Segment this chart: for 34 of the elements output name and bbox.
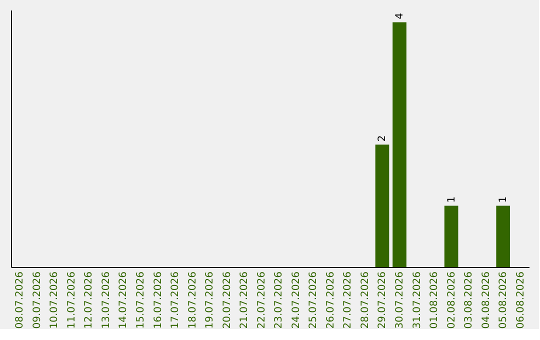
x-tick-label: 01.08.2026 xyxy=(429,272,440,329)
x-tick-label: 17.07.2026 xyxy=(170,272,182,329)
x-tick-label: 23.07.2026 xyxy=(274,272,285,329)
x-tick-label: 03.08.2026 xyxy=(464,272,475,329)
x-tick-label: 08.07.2026 xyxy=(14,272,26,329)
x-tick-label: 05.08.2026 xyxy=(498,272,510,329)
x-tick-label: 27.07.2026 xyxy=(342,272,354,329)
x-tick-label: 04.08.2026 xyxy=(480,272,492,329)
x-tick-label: 21.07.2026 xyxy=(239,272,250,329)
data-label: 1 xyxy=(498,196,510,203)
x-tick-label: 09.07.2026 xyxy=(32,272,43,329)
data-label: 1 xyxy=(446,196,458,203)
data-label: 4 xyxy=(394,12,406,20)
x-tick-label: 15.07.2026 xyxy=(136,272,146,329)
x-tick-label: 11.07.2026 xyxy=(66,272,78,329)
x-tick-label: 31.07.2026 xyxy=(412,272,423,329)
x-tick-label: 13.07.2026 xyxy=(100,272,112,329)
x-tick-label: 10.07.2026 xyxy=(49,272,60,329)
x-tick-label: 12.07.2026 xyxy=(84,272,95,329)
x-tick-label: 02.08.2026 xyxy=(446,272,458,329)
x-tick-label: 14.07.2026 xyxy=(118,272,130,329)
data-label: 2 xyxy=(377,135,388,142)
x-tick-label: 06.08.2026 xyxy=(515,272,526,329)
x-tick-label: 16.07.2026 xyxy=(152,272,164,329)
x-tick-label: 28.07.2026 xyxy=(360,272,371,329)
x-tick-label: 25.07.2026 xyxy=(308,272,320,329)
x-tick-label: 26.07.2026 xyxy=(325,272,336,329)
x-tick-label: 22.07.2026 xyxy=(256,272,268,329)
x-tick-label: 30.07.2026 xyxy=(394,272,406,329)
x-tick-label: 29.07.2026 xyxy=(377,272,388,329)
x-tick-label: 24.07.2026 xyxy=(290,272,302,329)
x-tick-label: 18.07.2026 xyxy=(187,272,198,329)
x-tick-label: 20.07.2026 xyxy=(222,272,233,329)
x-tick-label: 19.07.2026 xyxy=(204,272,216,329)
